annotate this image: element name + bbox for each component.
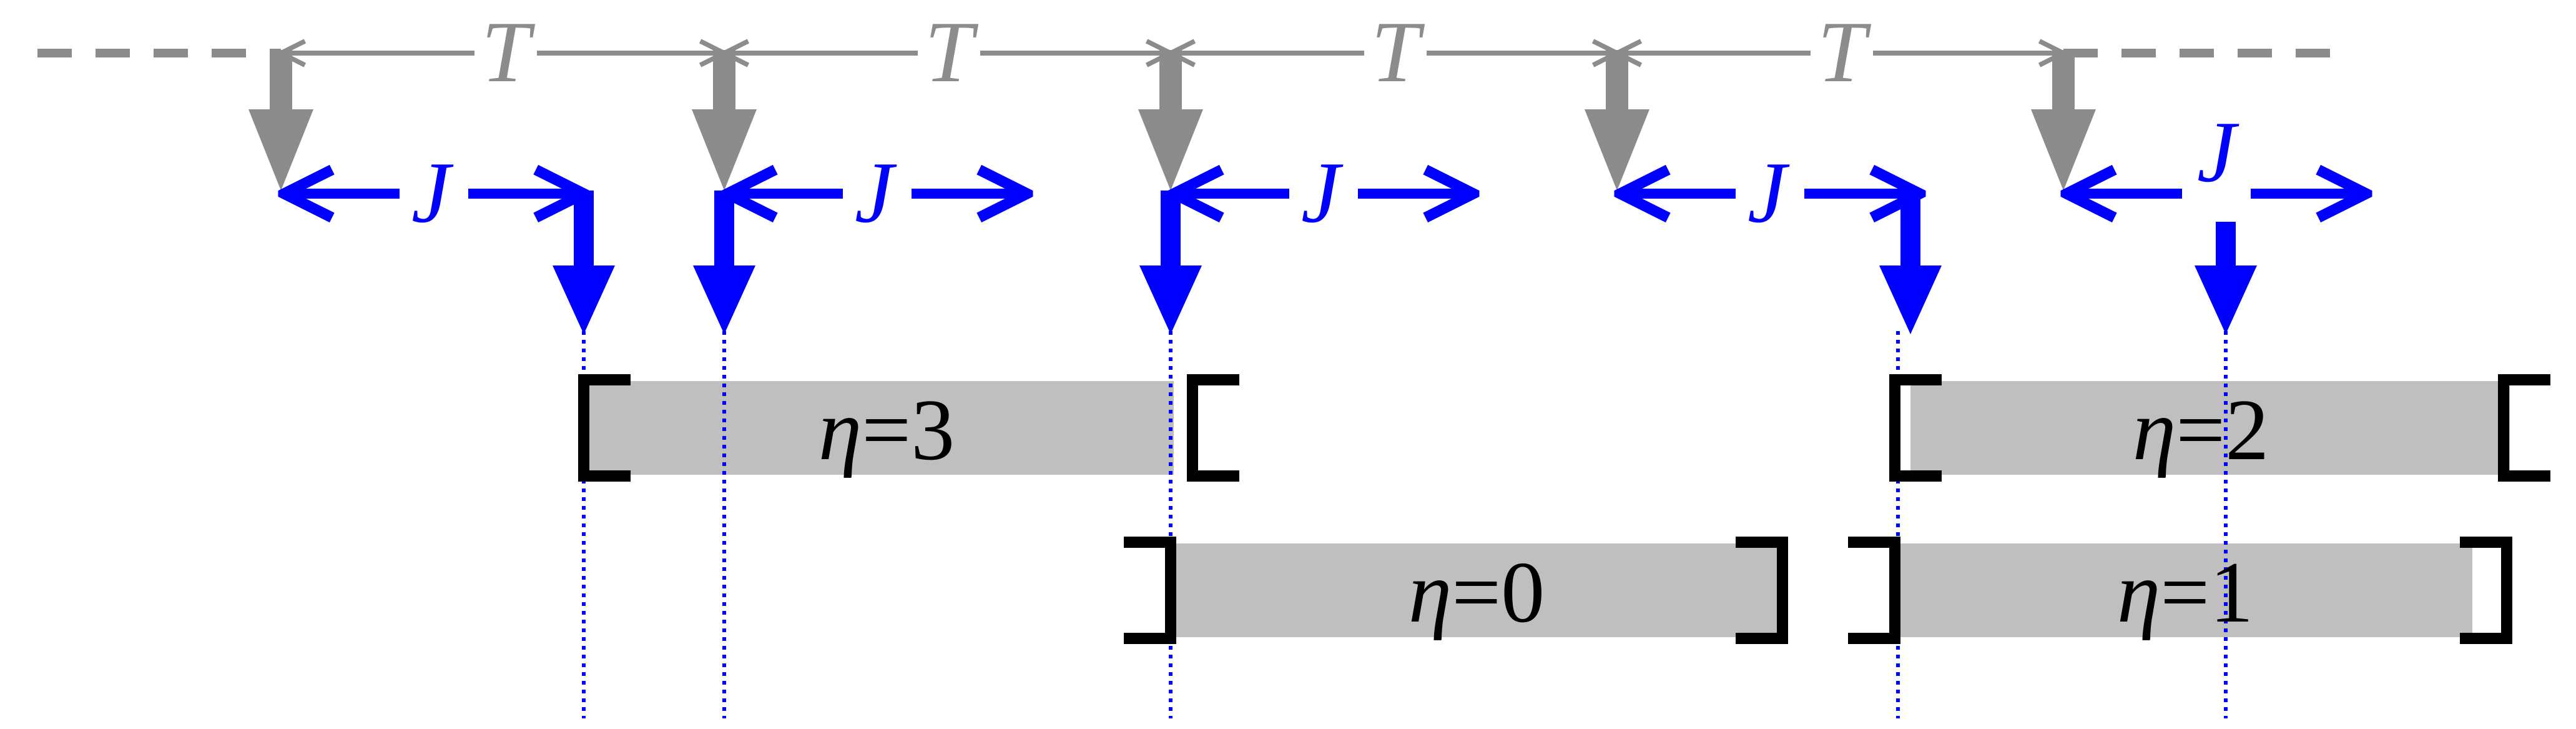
- arrival-arrow-5: [2195, 222, 2257, 334]
- bar-value: 1: [2210, 544, 2253, 641]
- bar-eta0: [1171, 543, 1782, 637]
- arrival-arrows: [553, 191, 2257, 334]
- eta-symbol: η: [2117, 544, 2160, 641]
- bracket-eta1-open: [1848, 537, 1900, 644]
- bar-eta1: [1895, 543, 2472, 637]
- bar-eta3: [584, 381, 1174, 475]
- bar-value: 0: [1501, 544, 1545, 641]
- arrival-arrow-2: [693, 191, 755, 334]
- jitter-label-2: J: [855, 144, 897, 241]
- bar-labels: η=3 η=0 η=2 η=1: [819, 382, 2269, 641]
- equals-sign: =: [862, 382, 911, 479]
- period-label-4: T: [1817, 4, 1872, 101]
- bracket-eta2-close: [2498, 374, 2550, 482]
- jitter-label-3: J: [1301, 144, 1344, 241]
- bar-value: 2: [2225, 382, 2269, 479]
- release-arrow-4: [1585, 50, 1649, 191]
- bracket-eta1-close: [2460, 537, 2512, 644]
- release-arrow-5: [2031, 50, 2096, 191]
- equals-sign: =: [2176, 382, 2225, 479]
- eta-symbol: η: [2133, 382, 2176, 479]
- period-label-3: T: [1371, 4, 1425, 101]
- bracket-eta0-open: [1124, 537, 1176, 644]
- bracket-eta0-close: [1736, 537, 1788, 644]
- bar-label-eta3: η=3: [819, 382, 955, 479]
- timeline: T T T T: [37, 4, 2347, 101]
- brackets: [578, 374, 2550, 644]
- equals-sign: =: [1452, 544, 1501, 641]
- jitter-label-4: J: [1748, 144, 1790, 241]
- eta-symbol: η: [1408, 544, 1452, 641]
- jitter-ranges: J J J J J: [284, 104, 2366, 241]
- bars: [584, 381, 2510, 637]
- arrival-arrow-1: [553, 191, 615, 334]
- period-label-2: T: [925, 4, 979, 101]
- arrival-arrow-3: [1139, 191, 1202, 334]
- bar-eta2: [1910, 381, 2510, 475]
- bar-label-eta0: η=0: [1408, 544, 1545, 641]
- equals-sign: =: [2160, 544, 2210, 641]
- release-arrows: [248, 50, 2096, 191]
- bracket-eta2-open: [1889, 374, 1942, 482]
- arrival-arrow-4: [1879, 191, 1942, 334]
- jitter-label-5: J: [2197, 104, 2239, 201]
- release-arrow-3: [1138, 50, 1203, 191]
- bar-label-eta2: η=2: [2133, 382, 2269, 479]
- eta-symbol: η: [819, 382, 862, 479]
- release-arrow-2: [692, 50, 757, 191]
- bracket-eta3-open: [578, 374, 631, 482]
- bar-value: 3: [911, 382, 955, 479]
- bracket-eta3-close: [1187, 374, 1239, 482]
- bar-label-eta1: η=1: [2117, 544, 2253, 641]
- release-arrow-1: [248, 50, 313, 191]
- period-label-1: T: [481, 4, 536, 101]
- jitter-label-1: J: [411, 144, 454, 241]
